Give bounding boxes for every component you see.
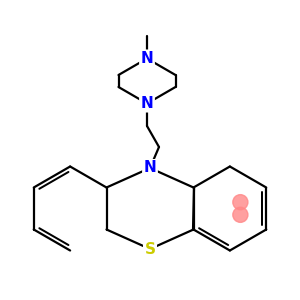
Text: N: N: [141, 96, 153, 111]
Circle shape: [233, 195, 248, 210]
Text: N: N: [141, 51, 153, 66]
Text: N: N: [144, 160, 156, 175]
Circle shape: [233, 207, 248, 222]
Text: S: S: [145, 242, 155, 256]
